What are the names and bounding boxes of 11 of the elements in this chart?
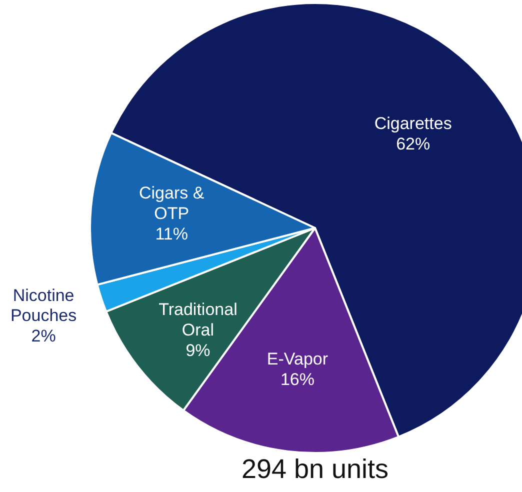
data-label: 62% [396, 134, 430, 154]
slice-label: E-Vapor [266, 350, 328, 370]
slice-label: Nicotine Pouches [10, 286, 77, 326]
text: 294 bn units [241, 454, 389, 484]
data-label: 9% [186, 341, 210, 360]
slice-label: Traditional Oral [158, 300, 238, 340]
slice-label: Cigars & OTP [139, 184, 205, 224]
data-label: 16% [280, 370, 314, 390]
slice-label: Cigarettes [374, 114, 452, 134]
data-label: 11% [155, 224, 188, 244]
data-label: 2% [31, 327, 56, 346]
